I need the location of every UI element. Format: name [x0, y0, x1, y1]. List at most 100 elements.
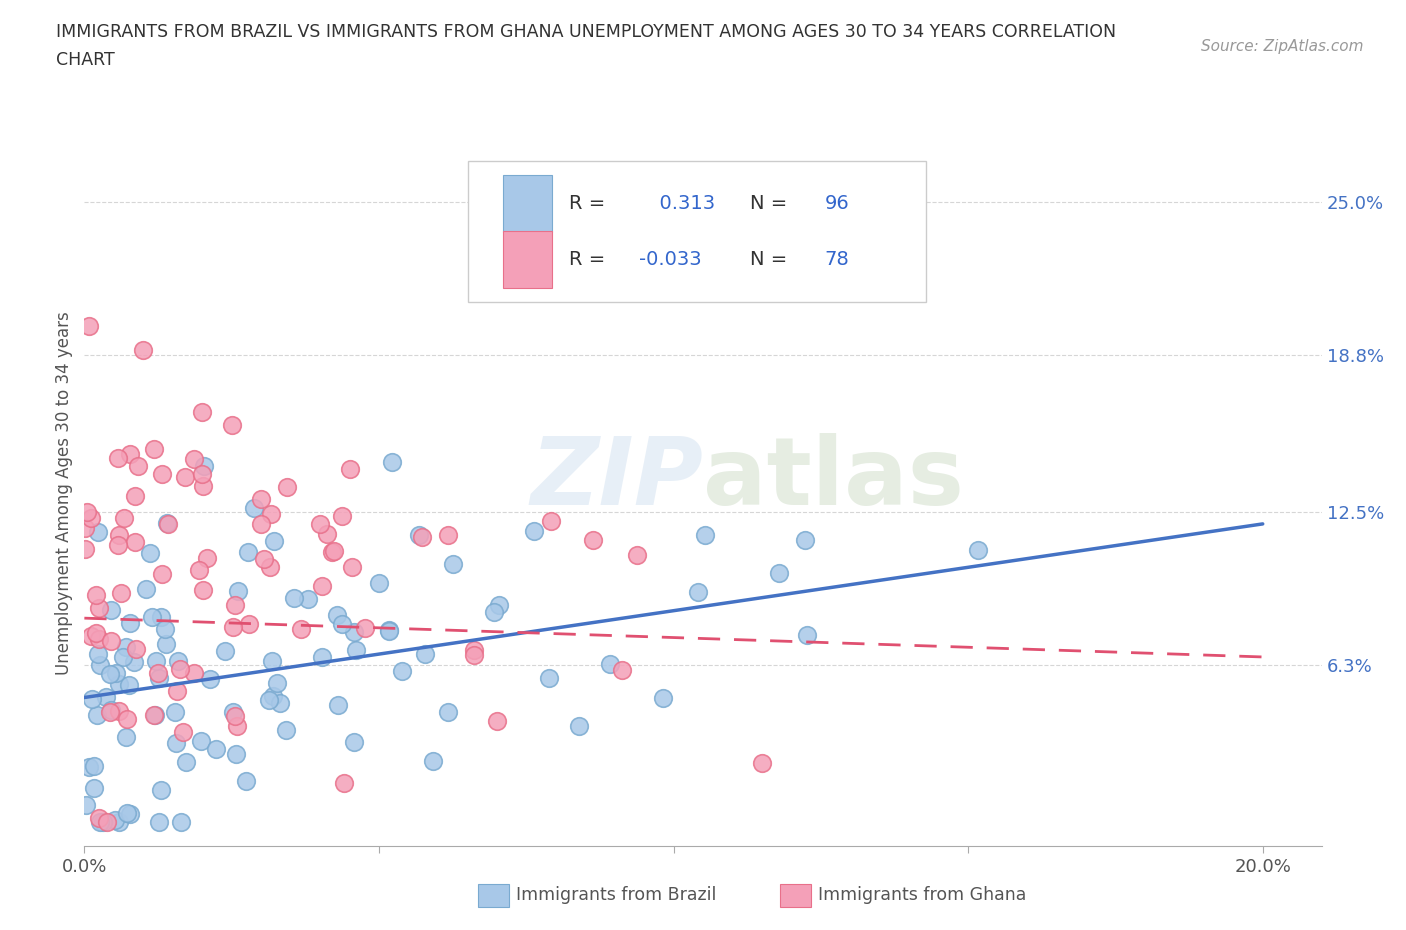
Text: Immigrants from Ghana: Immigrants from Ghana [818, 885, 1026, 904]
Point [262, 654, 284, 669]
Point [686, 585, 709, 600]
Text: ZIP: ZIP [530, 432, 703, 525]
Point [155, 621, 177, 636]
Point [87, 811, 110, 826]
Point [98, 705, 121, 720]
Point [568, 719, 591, 734]
Point [381, 455, 404, 470]
Point [169, 661, 191, 676]
Point [118, 677, 141, 692]
Point [484, 604, 506, 619]
Point [110, 586, 132, 601]
Point [263, 534, 285, 549]
Point [143, 708, 166, 723]
Point [141, 609, 163, 624]
Point [115, 805, 138, 820]
Point [311, 579, 333, 594]
Y-axis label: Unemployment Among Ages 30 to 34 years: Unemployment Among Ages 30 to 34 years [55, 311, 73, 675]
Point [253, 552, 276, 567]
Point [214, 644, 236, 658]
Text: -0.033: -0.033 [638, 250, 702, 269]
Point [408, 527, 430, 542]
Point [191, 466, 214, 481]
Point [330, 617, 353, 631]
Point [79, 511, 101, 525]
Point [108, 814, 131, 829]
Point [224, 597, 246, 612]
FancyBboxPatch shape [502, 231, 553, 287]
Text: 78: 78 [824, 250, 849, 269]
Text: 0.313: 0.313 [647, 193, 716, 213]
FancyBboxPatch shape [468, 161, 925, 302]
Point [768, 565, 790, 580]
Point [77, 318, 100, 333]
Point [127, 458, 149, 473]
Point [83, 781, 105, 796]
Point [183, 452, 205, 467]
Text: N =: N = [749, 250, 793, 269]
Point [117, 712, 139, 727]
Point [195, 551, 218, 565]
Point [222, 705, 245, 720]
Point [86, 588, 108, 603]
Point [540, 513, 562, 528]
Point [330, 509, 353, 524]
Point [276, 480, 298, 495]
Point [150, 610, 173, 625]
Point [343, 735, 366, 750]
Point [75, 520, 97, 535]
Point [411, 530, 433, 545]
Point [100, 603, 122, 618]
Point [226, 583, 249, 598]
Point [148, 671, 170, 685]
Point [488, 598, 510, 613]
Point [796, 627, 818, 642]
Point [236, 544, 259, 559]
Point [75, 542, 97, 557]
Point [344, 643, 367, 658]
Point [262, 688, 284, 703]
Point [172, 724, 194, 739]
Point [183, 666, 205, 681]
Point [339, 461, 361, 476]
Point [132, 343, 155, 358]
Point [485, 713, 508, 728]
Point [316, 527, 339, 542]
Point [309, 516, 332, 531]
Text: CHART: CHART [56, 51, 115, 69]
Point [98, 666, 121, 681]
Point [124, 489, 146, 504]
Point [150, 566, 173, 581]
Point [148, 666, 170, 681]
Point [441, 556, 464, 571]
Text: 96: 96 [824, 193, 849, 213]
Text: R =: R = [569, 193, 612, 213]
Point [259, 560, 281, 575]
Point [269, 696, 291, 711]
Point [155, 637, 177, 652]
Point [84, 626, 107, 641]
Point [290, 621, 312, 636]
Point [120, 806, 142, 821]
Point [259, 693, 281, 708]
Point [188, 563, 211, 578]
Point [83, 758, 105, 773]
Point [143, 442, 166, 457]
Point [145, 654, 167, 669]
Text: Source: ZipAtlas.com: Source: ZipAtlas.com [1201, 39, 1364, 54]
Point [80, 692, 103, 707]
Point [626, 548, 648, 563]
Point [463, 647, 485, 662]
Point [94, 689, 117, 704]
Point [108, 703, 131, 718]
Point [100, 703, 122, 718]
Point [225, 719, 247, 734]
Point [156, 516, 179, 531]
Point [610, 662, 633, 677]
Point [124, 535, 146, 550]
Text: N =: N = [749, 193, 793, 213]
Point [138, 546, 160, 561]
Point [166, 684, 188, 698]
Point [77, 760, 100, 775]
Point [148, 814, 170, 829]
